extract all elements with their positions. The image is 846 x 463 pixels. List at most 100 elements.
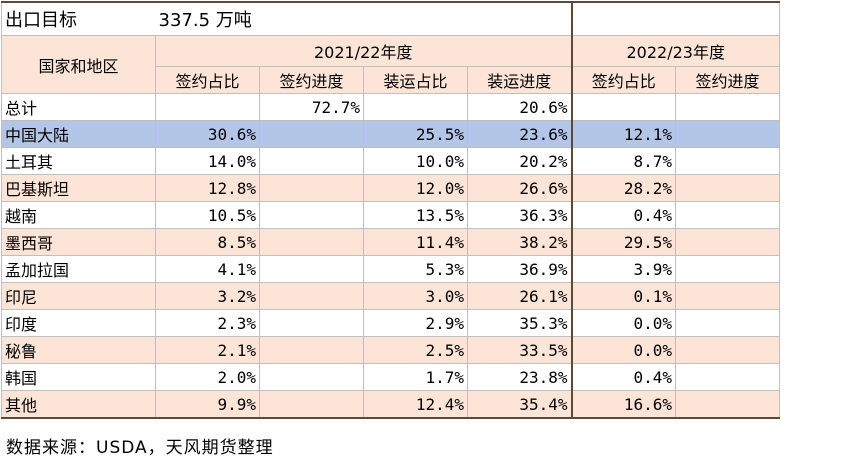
ship-progress-cell: 33.5% bbox=[467, 336, 572, 364]
sign-progress-cell bbox=[259, 147, 364, 175]
ship-progress-cell: 38.2% bbox=[467, 228, 572, 256]
sign-share-b-cell: 16.6% bbox=[570, 390, 676, 419]
sign-share-b-cell: 0.1% bbox=[570, 282, 676, 310]
sign-progress-cell bbox=[259, 282, 364, 310]
sign-progress-cell bbox=[259, 201, 364, 229]
table-row: 孟加拉国 4.1% 5.3% 36.9% 3.9% bbox=[1, 255, 780, 283]
region-name-cell: 巴基斯坦 bbox=[1, 174, 156, 202]
table-row: 越南 10.5% 13.5% 36.3% 0.4% bbox=[1, 201, 780, 229]
sign-share-cell: 9.9% bbox=[155, 390, 260, 419]
sign-progress-cell bbox=[259, 390, 364, 419]
table-row: 印尼 3.2% 3.0% 26.1% 0.1% bbox=[1, 282, 780, 310]
sign-progress-b-cell bbox=[675, 336, 780, 364]
sign-progress-b-cell bbox=[675, 228, 780, 256]
table-row: 印度 2.3% 2.9% 35.3% 0.0% bbox=[1, 309, 780, 337]
region-name-cell: 越南 bbox=[1, 201, 156, 229]
title-blank-cell bbox=[570, 1, 780, 36]
sign-share-b-cell bbox=[570, 93, 676, 121]
sign-share-cell: 3.2% bbox=[155, 282, 260, 310]
sign-share-cell: 14.0% bbox=[155, 147, 260, 175]
title-row: 出口目标 337.5 万吨 bbox=[1, 1, 780, 36]
table-row: 中国大陆 30.6% 25.5% 23.6% 12.1% bbox=[1, 120, 780, 148]
sign-share-b-cell: 0.4% bbox=[570, 363, 676, 391]
ship-share-cell: 12.4% bbox=[363, 390, 468, 419]
sign-progress-b-cell bbox=[675, 93, 780, 121]
region-name-cell: 韩国 bbox=[1, 363, 156, 391]
ship-share-cell: 3.0% bbox=[363, 282, 468, 310]
sign-share-b-cell: 12.1% bbox=[570, 120, 676, 148]
sign-share-cell: 2.0% bbox=[155, 363, 260, 391]
ship-progress-cell: 20.6% bbox=[467, 93, 572, 121]
sign-progress-cell bbox=[259, 228, 364, 256]
target-label: 出口目标 bbox=[1, 1, 156, 36]
sign-progress-cell bbox=[259, 120, 364, 148]
sign-share-cell bbox=[155, 93, 260, 121]
target-value: 337.5 万吨 bbox=[155, 1, 572, 36]
ship-progress-cell: 35.4% bbox=[467, 390, 572, 419]
sign-progress-cell bbox=[259, 309, 364, 337]
ship-share-cell: 25.5% bbox=[363, 120, 468, 148]
table-row: 秘鲁 2.1% 2.5% 33.5% 0.0% bbox=[1, 336, 780, 364]
export-table: 出口目标 337.5 万吨 国家和地区 2021/22年度 2022/23年度 … bbox=[1, 1, 780, 419]
sign-progress-b-cell bbox=[675, 309, 780, 337]
season-2022-23-header: 2022/23年度 bbox=[570, 35, 780, 67]
table-row: 总计 72.7% 20.6% bbox=[1, 93, 780, 121]
sign-share-b-cell: 28.2% bbox=[570, 174, 676, 202]
sign-progress-cell bbox=[259, 363, 364, 391]
ship-progress-cell: 23.6% bbox=[467, 120, 572, 148]
sign-share-cell: 4.1% bbox=[155, 255, 260, 283]
ship-share-cell: 12.0% bbox=[363, 174, 468, 202]
ship-progress-cell: 26.6% bbox=[467, 174, 572, 202]
region-name-cell: 孟加拉国 bbox=[1, 255, 156, 283]
region-name-cell: 中国大陆 bbox=[1, 120, 156, 148]
sign-progress-b-cell bbox=[675, 390, 780, 419]
ship-progress-cell: 23.8% bbox=[467, 363, 572, 391]
ship-share-cell: 11.4% bbox=[363, 228, 468, 256]
ship-share-cell: 5.3% bbox=[363, 255, 468, 283]
sign-progress-cell bbox=[259, 255, 364, 283]
col-sign-share-b-header: 签约占比 bbox=[570, 66, 676, 94]
region-name-cell: 墨西哥 bbox=[1, 228, 156, 256]
ship-share-cell: 10.0% bbox=[363, 147, 468, 175]
sign-progress-cell bbox=[259, 336, 364, 364]
header-row-columns: 签约占比 签约进度 装运占比 装运进度 签约占比 签约进度 bbox=[2, 66, 780, 94]
table-row: 墨西哥 8.5% 11.4% 38.2% 29.5% bbox=[1, 228, 780, 256]
sign-share-cell: 30.6% bbox=[155, 120, 260, 148]
ship-progress-cell: 26.1% bbox=[467, 282, 572, 310]
region-name-cell: 印尼 bbox=[1, 282, 156, 310]
sign-progress-cell bbox=[259, 174, 364, 202]
source-note: 数据来源：USDA，天风期货整理 bbox=[6, 438, 274, 458]
sign-share-b-cell: 29.5% bbox=[570, 228, 676, 256]
region-name-cell: 秘鲁 bbox=[1, 336, 156, 364]
ship-progress-cell: 20.2% bbox=[467, 147, 572, 175]
ship-share-cell bbox=[363, 93, 468, 121]
sign-share-cell: 12.8% bbox=[155, 174, 260, 202]
sign-progress-b-cell bbox=[675, 147, 780, 175]
ship-progress-cell: 35.3% bbox=[467, 309, 572, 337]
season-2021-22-header: 2021/22年度 bbox=[155, 35, 572, 67]
ship-share-cell: 2.9% bbox=[363, 309, 468, 337]
sign-share-b-cell: 8.7% bbox=[570, 147, 676, 175]
table-row: 其他 9.9% 12.4% 35.4% 16.6% bbox=[1, 390, 780, 419]
sign-progress-b-cell bbox=[675, 363, 780, 391]
col-sign-share-header: 签约占比 bbox=[155, 66, 260, 94]
sign-share-b-cell: 0.0% bbox=[570, 309, 676, 337]
table-row: 土耳其 14.0% 10.0% 20.2% 8.7% bbox=[1, 147, 780, 175]
sign-share-cell: 2.3% bbox=[155, 309, 260, 337]
region-name-cell: 其他 bbox=[1, 390, 156, 419]
sign-share-b-cell: 0.4% bbox=[570, 201, 676, 229]
table-row: 巴基斯坦 12.8% 12.0% 26.6% 28.2% bbox=[1, 174, 780, 202]
ship-share-cell: 1.7% bbox=[363, 363, 468, 391]
ship-share-cell: 13.5% bbox=[363, 201, 468, 229]
sign-share-b-cell: 3.9% bbox=[570, 255, 676, 283]
col-sign-progress-b-header: 签约进度 bbox=[675, 66, 780, 94]
sign-progress-b-cell bbox=[675, 174, 780, 202]
sign-share-cell: 2.1% bbox=[155, 336, 260, 364]
sign-progress-b-cell bbox=[675, 120, 780, 148]
table-row: 韩国 2.0% 1.7% 23.8% 0.4% bbox=[1, 363, 780, 391]
sign-progress-b-cell bbox=[675, 201, 780, 229]
sign-share-cell: 10.5% bbox=[155, 201, 260, 229]
sign-progress-b-cell bbox=[675, 255, 780, 283]
region-name-cell: 印度 bbox=[1, 309, 156, 337]
